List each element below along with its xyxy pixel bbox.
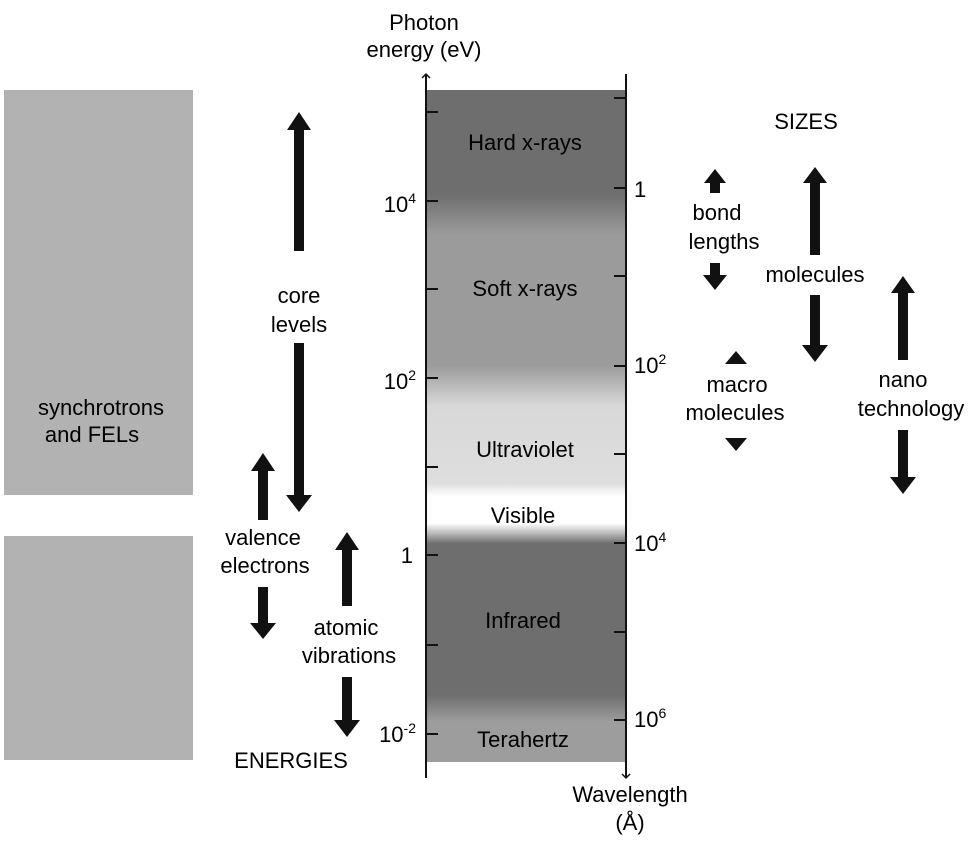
sources-box-upper: [4, 90, 193, 495]
energy-axis-title-line1: Photon: [389, 10, 459, 35]
sources-label-line2: and FELs: [45, 422, 139, 447]
wavelength-tick-label: 102: [634, 351, 666, 378]
energy-tick-label: 104: [384, 190, 416, 217]
band-terahertz: Terahertz: [477, 727, 569, 752]
energy-axis-title-line2: energy (eV): [367, 37, 482, 62]
atomic-label-line2: vibrations: [302, 643, 396, 668]
atomic-vibrations-arrow: [334, 532, 360, 737]
core-levels-arrow: [286, 112, 312, 512]
sources-box-lower: [4, 536, 193, 760]
molecules-label: molecules: [765, 262, 864, 287]
core-levels-label-line2: levels: [271, 312, 327, 337]
spectrum-column: [426, 90, 626, 762]
nano-label-line1: nano: [879, 367, 928, 392]
wavelength-axis-title-line2: (Å): [615, 810, 644, 835]
wavelength-tick-label: 1: [634, 177, 646, 202]
core-levels-label-line1: core: [278, 283, 321, 308]
nano-technology-arrow: [890, 276, 916, 494]
sizes-heading: SIZES: [774, 109, 838, 134]
macro-label-line2: molecules: [685, 400, 784, 425]
energy-tick-label: 102: [384, 367, 416, 394]
macro-label-line1: macro: [706, 372, 767, 397]
nano-label-line2: technology: [858, 396, 964, 421]
band-visible: Visible: [491, 503, 555, 528]
band-infrared: Infrared: [485, 608, 561, 633]
wavelength-tick-label: 106: [634, 705, 666, 732]
bond-lengths-arrow: [703, 169, 727, 290]
valence-electrons-arrow: [250, 453, 276, 639]
wavelength-tick-label: 104: [634, 529, 666, 556]
energy-tick-label: 10-2: [379, 720, 416, 747]
band-soft-xrays: Soft x-rays: [472, 276, 577, 301]
atomic-label-line1: atomic: [314, 615, 379, 640]
band-ultraviolet: Ultraviolet: [476, 437, 574, 462]
energies-heading: ENERGIES: [234, 748, 348, 773]
wavelength-ticks: [614, 97, 626, 721]
bond-label-line2: lengths: [689, 229, 760, 254]
valence-label-line1: valence: [225, 525, 301, 550]
molecules-arrow: [802, 167, 828, 362]
energy-ticks: [426, 111, 438, 735]
macro-molecules-arrow: [725, 351, 747, 451]
band-hard-xrays: Hard x-rays: [468, 130, 582, 155]
valence-label-line2: electrons: [220, 553, 309, 578]
wavelength-axis-title-line1: Wavelength: [572, 782, 687, 807]
bond-label-line1: bond: [693, 200, 742, 225]
energy-tick-label: 1: [401, 543, 413, 568]
sources-label-line1: synchrotrons: [38, 395, 164, 420]
